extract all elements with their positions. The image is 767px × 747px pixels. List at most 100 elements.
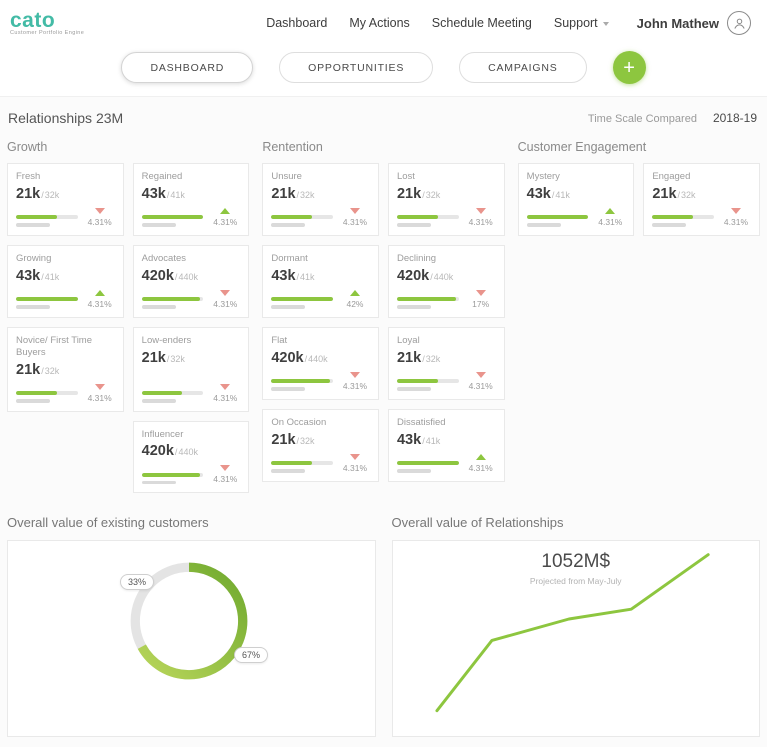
- nav-my-actions[interactable]: My Actions: [349, 16, 410, 30]
- trend-indicator: 4.31%: [721, 207, 751, 227]
- logo-text: cato: [10, 8, 56, 32]
- progress-bar: [16, 297, 78, 302]
- progress-bar: [271, 379, 333, 384]
- card-declining[interactable]: Declining 420k/440k 17%: [387, 244, 505, 318]
- metric-label: Fresh: [16, 171, 41, 182]
- trend-indicator: 4.31%: [210, 465, 240, 484]
- trend-arrow-icon: [475, 289, 486, 296]
- main-content: Relationships 23M Time Scale Compared 20…: [0, 96, 767, 747]
- trend-percent: 4.31%: [87, 392, 112, 403]
- progress-bar: [141, 472, 204, 477]
- trend-indicator: 42%: [340, 289, 370, 309]
- retention-cards: Unsure 21k/32k 4.31% Lost 21k/32k 4.31% …: [262, 163, 505, 482]
- card-novice-first-time-buyers[interactable]: Novice/ First Time Buyers 21k/32k 4.31%: [7, 326, 124, 412]
- metric-label: Influencer: [141, 428, 184, 440]
- secondary-bar: [16, 305, 50, 309]
- secondary-bar: [141, 223, 176, 227]
- trend-arrow-icon: [94, 207, 105, 214]
- secondary-bar: [396, 305, 431, 309]
- metric-value: 420k/440k: [396, 267, 454, 284]
- secondary-bar: [271, 305, 306, 309]
- progress-bar: [396, 461, 459, 465]
- trend-percent: 4.31%: [342, 380, 368, 391]
- sub-header: Relationships 23M Time Scale Compared 20…: [0, 97, 767, 134]
- logo[interactable]: cato Customer Portfolio Engine: [10, 8, 84, 36]
- trend-arrow-icon: [220, 465, 231, 472]
- secondary-bar: [271, 469, 306, 473]
- card-lost[interactable]: Lost 21k/32k 4.31%: [387, 163, 505, 236]
- metric-label: Lost: [396, 171, 415, 182]
- donut-panel-title: Overall value of existing customers: [7, 515, 209, 531]
- section-title: Growth: [7, 140, 48, 154]
- nav-schedule-meeting[interactable]: Schedule Meeting: [431, 16, 532, 30]
- user-avatar-icon: [727, 11, 751, 35]
- secondary-bar: [141, 480, 176, 485]
- tab-opportunities[interactable]: OPPORTUNITIES: [279, 52, 434, 83]
- main-nav: Dashboard My Actions Schedule Meeting Su…: [266, 16, 609, 30]
- donut-label-67: 67%: [234, 647, 269, 664]
- card-regained[interactable]: Regained 43k/41k 4.31%: [132, 163, 250, 236]
- line-chart: [434, 553, 710, 713]
- trend-percent: 4.31%: [468, 380, 493, 391]
- progress-bar: [271, 215, 333, 220]
- user-menu[interactable]: John Mathew: [637, 11, 751, 35]
- metric-value: 21k/32k: [271, 431, 315, 448]
- card-influencer[interactable]: Influencer 420k/440k 4.31%: [132, 420, 250, 494]
- metric-value: 21k/32k: [396, 349, 441, 366]
- card-unsure[interactable]: Unsure 21k/32k 4.31%: [262, 163, 379, 236]
- metric-label: Low-enders: [141, 334, 192, 346]
- trend-percent: 4.31%: [213, 474, 238, 485]
- trend-indicator: 4.31%: [210, 383, 240, 403]
- card-fresh[interactable]: Fresh 21k/32k 4.31%: [7, 163, 124, 236]
- tab-campaigns[interactable]: CAMPAIGNS: [459, 52, 587, 83]
- metric-value: 43k/41k: [396, 431, 441, 448]
- trend-arrow-icon: [220, 207, 231, 214]
- section-title: Customer Engagement: [517, 140, 647, 154]
- tab-dashboard[interactable]: DASHBOARD: [121, 52, 254, 83]
- trend-indicator: 4.31%: [210, 289, 240, 309]
- trend-arrow-icon: [349, 371, 360, 378]
- metric-value: 21k/32k: [652, 185, 696, 202]
- secondary-bar: [396, 223, 431, 227]
- bottom-panels: Overall value of existing customers 33%: [0, 509, 767, 738]
- trend-arrow-icon: [94, 289, 105, 296]
- card-flat[interactable]: Flat 420k/440k 4.31%: [262, 326, 379, 400]
- card-advocates[interactable]: Advocates 420k/440k 4.31%: [132, 244, 250, 318]
- nav-dashboard[interactable]: Dashboard: [266, 16, 328, 30]
- projection-subtitle: Projected from May-July: [529, 576, 622, 587]
- card-engaged[interactable]: Engaged 21k/32k 4.31%: [643, 163, 760, 236]
- card-on-occasion[interactable]: On Occasion 21k/32k 4.31%: [262, 408, 379, 482]
- card-dissatisfied[interactable]: Dissatisfied 43k/41k 4.31%: [387, 408, 505, 482]
- progress-bar: [141, 297, 204, 302]
- secondary-bar: [652, 223, 687, 227]
- trend-percent: 4.31%: [213, 392, 238, 403]
- trend-percent: 17%: [472, 298, 490, 309]
- card-mystery[interactable]: Mystery 43k/41k 4.31%: [517, 163, 635, 236]
- line-panel: 1052M$ Projected from May-July: [391, 540, 760, 738]
- trend-percent: 4.31%: [342, 216, 368, 227]
- card-dormant[interactable]: Dormant 43k/41k 42%: [262, 244, 379, 318]
- nav-support[interactable]: Support: [554, 16, 609, 30]
- add-button[interactable]: +: [612, 51, 646, 84]
- trend-percent: 4.31%: [87, 216, 112, 227]
- card-growing[interactable]: Growing 43k/41k 4.31%: [7, 244, 124, 318]
- trend-percent: 42%: [346, 298, 364, 309]
- time-scale-value[interactable]: 2018-19: [712, 111, 757, 125]
- secondary-bar: [141, 305, 176, 309]
- secondary-bar: [526, 223, 561, 227]
- progress-bar: [271, 461, 333, 465]
- metric-value: 43k/41k: [16, 267, 60, 284]
- metric-label: Growing: [16, 252, 52, 264]
- metric-value: 21k/32k: [16, 361, 60, 378]
- engagement-cards: Mystery 43k/41k 4.31% Engaged 21k/32k 4.…: [517, 163, 760, 236]
- trend-percent: 4.31%: [468, 462, 493, 473]
- metric-value: 43k/41k: [526, 185, 570, 202]
- trend-arrow-icon: [349, 207, 360, 214]
- card-loyal[interactable]: Loyal 21k/32k 4.31%: [387, 326, 505, 400]
- metric-label: Flat: [271, 334, 288, 346]
- secondary-bar: [396, 387, 431, 391]
- metric-label: Declining: [396, 252, 437, 264]
- metric-value: 21k/32k: [141, 349, 185, 366]
- metric-value: 21k/32k: [396, 185, 441, 202]
- card-low-enders[interactable]: Low-enders 21k/32k 4.31%: [132, 326, 250, 412]
